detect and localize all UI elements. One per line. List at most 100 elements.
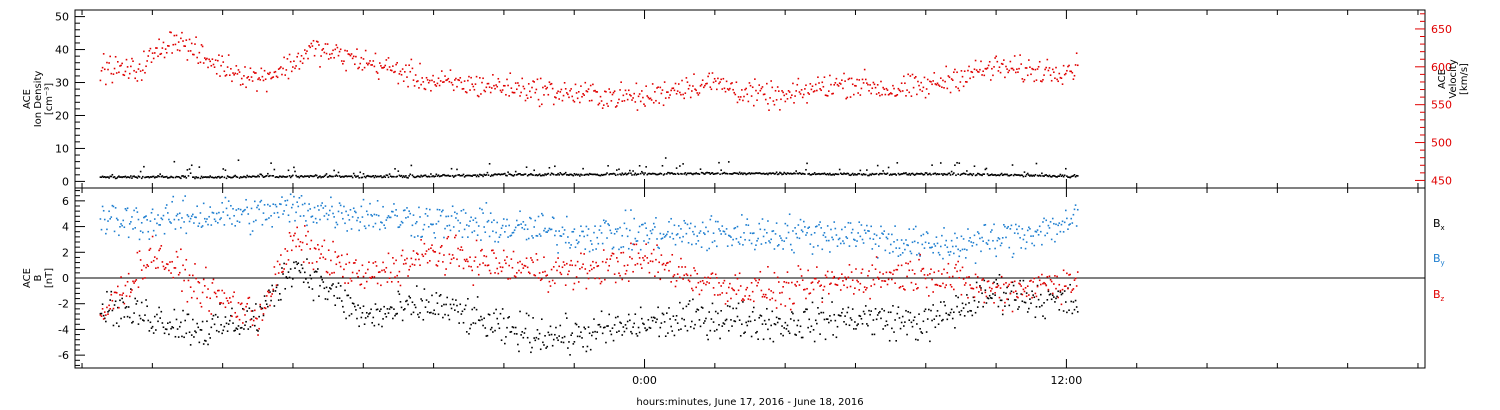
data-point-density	[145, 176, 147, 179]
data-point-bz	[538, 272, 541, 274]
data-point-bx	[854, 321, 856, 323]
data-point-bz	[1041, 273, 1043, 276]
data-point-by	[733, 227, 736, 230]
data-point-by	[120, 223, 122, 225]
data-point-by	[219, 218, 221, 221]
data-point-bx	[134, 297, 136, 300]
data-point-bz	[336, 256, 339, 259]
data-point-bz	[1032, 281, 1034, 283]
data-point-density	[720, 169, 722, 171]
data-point-bx	[508, 316, 510, 318]
data-point-bz	[1055, 287, 1057, 290]
data-point-by	[620, 246, 622, 249]
data-point-bz	[672, 275, 675, 278]
data-point-bz	[1003, 283, 1005, 286]
data-point-bz	[575, 276, 578, 278]
data-point-velocity	[1073, 74, 1076, 77]
data-point-bz	[1069, 273, 1071, 276]
data-point-bx	[638, 331, 641, 334]
data-point-by	[532, 237, 534, 239]
data-point-bx	[222, 329, 225, 332]
data-point-bx	[804, 310, 806, 313]
data-point-velocity	[1046, 58, 1049, 61]
data-point-velocity	[922, 86, 925, 89]
data-point-by	[593, 231, 595, 234]
data-point-density	[924, 172, 927, 174]
data-point-by	[525, 238, 528, 241]
data-point-bx	[957, 296, 959, 299]
data-point-bx	[558, 335, 560, 337]
data-point-by	[897, 255, 900, 257]
data-point-density	[462, 173, 465, 176]
data-point-density	[935, 173, 938, 176]
data-point-by	[826, 225, 829, 227]
data-point-bx	[572, 343, 575, 345]
data-point-bx	[1075, 306, 1078, 308]
data-point-by	[162, 214, 165, 217]
data-point-velocity	[1016, 68, 1018, 70]
data-point-velocity	[552, 103, 555, 106]
data-point-bz	[982, 278, 984, 280]
data-point-velocity	[811, 85, 814, 88]
data-point-bz	[804, 288, 806, 291]
data-point-bz	[655, 258, 657, 261]
data-point-by	[570, 244, 572, 246]
data-point-bx	[375, 308, 378, 311]
data-point-bx	[312, 299, 315, 302]
data-point-density	[806, 162, 808, 165]
data-point-density	[401, 176, 404, 179]
data-point-bz	[298, 245, 301, 248]
data-point-density	[172, 176, 175, 179]
data-point-velocity	[955, 86, 957, 88]
data-point-bz	[425, 250, 428, 252]
data-point-velocity	[429, 79, 431, 82]
data-point-velocity	[712, 81, 715, 84]
data-point-bx	[465, 331, 468, 333]
data-point-bx	[219, 303, 221, 305]
data-point-velocity	[112, 73, 115, 75]
data-point-velocity	[1003, 59, 1005, 61]
data-point-density	[711, 172, 714, 174]
data-point-velocity	[789, 96, 792, 99]
data-point-bx	[845, 323, 847, 326]
data-point-bz	[745, 288, 747, 291]
data-point-bz	[1023, 290, 1026, 293]
data-point-bz	[488, 269, 491, 272]
data-point-density	[1017, 174, 1019, 176]
data-point-by	[355, 211, 357, 214]
data-point-bx	[612, 339, 615, 342]
data-point-bz	[565, 262, 568, 265]
data-point-bz	[975, 286, 978, 289]
data-point-density	[718, 161, 720, 164]
data-point-velocity	[1035, 79, 1038, 81]
data-point-density	[605, 173, 607, 176]
data-point-velocity	[841, 79, 843, 82]
data-point-by	[345, 210, 347, 213]
data-point-bz	[562, 261, 565, 263]
data-point-by	[708, 247, 711, 250]
data-point-velocity	[596, 91, 599, 93]
data-point-velocity	[696, 92, 699, 94]
data-point-by	[310, 216, 313, 218]
data-point-density	[1064, 167, 1067, 170]
data-point-by	[456, 212, 458, 215]
data-point-bz	[722, 282, 725, 284]
data-point-bx	[379, 310, 381, 312]
data-point-bz	[776, 276, 779, 279]
data-point-bz	[272, 288, 275, 291]
data-point-density	[598, 174, 601, 177]
data-point-by	[659, 232, 662, 235]
data-point-by	[988, 248, 991, 250]
data-point-by	[696, 235, 699, 237]
data-point-density	[214, 176, 217, 178]
data-point-velocity	[219, 75, 221, 77]
data-point-bx	[554, 333, 556, 336]
data-point-by	[677, 225, 680, 227]
data-point-bx	[132, 320, 134, 323]
data-point-density	[589, 173, 592, 175]
data-point-velocity	[557, 90, 559, 93]
data-point-velocity	[121, 62, 123, 65]
data-point-bz	[1043, 281, 1045, 284]
data-point-by	[469, 220, 471, 223]
data-point-density	[419, 176, 421, 178]
